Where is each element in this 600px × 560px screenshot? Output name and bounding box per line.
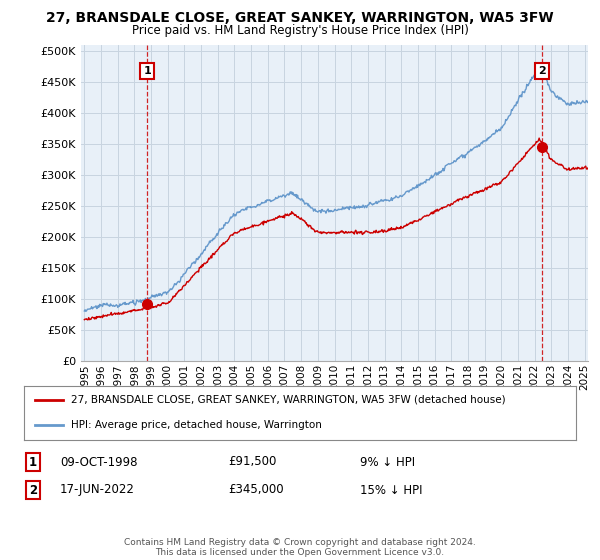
Text: Price paid vs. HM Land Registry's House Price Index (HPI): Price paid vs. HM Land Registry's House … xyxy=(131,24,469,36)
Text: Contains HM Land Registry data © Crown copyright and database right 2024.
This d: Contains HM Land Registry data © Crown c… xyxy=(124,538,476,557)
Text: 15% ↓ HPI: 15% ↓ HPI xyxy=(360,483,422,497)
Text: 09-OCT-1998: 09-OCT-1998 xyxy=(60,455,137,469)
Text: 9% ↓ HPI: 9% ↓ HPI xyxy=(360,455,415,469)
Text: 1: 1 xyxy=(143,66,151,76)
Text: 2: 2 xyxy=(538,66,546,76)
Text: HPI: Average price, detached house, Warrington: HPI: Average price, detached house, Warr… xyxy=(71,419,322,430)
Text: 17-JUN-2022: 17-JUN-2022 xyxy=(60,483,135,497)
Text: £91,500: £91,500 xyxy=(228,455,277,469)
Text: 1: 1 xyxy=(29,455,37,469)
Text: 27, BRANSDALE CLOSE, GREAT SANKEY, WARRINGTON, WA5 3FW (detached house): 27, BRANSDALE CLOSE, GREAT SANKEY, WARRI… xyxy=(71,395,506,405)
Text: 2: 2 xyxy=(29,483,37,497)
Text: £345,000: £345,000 xyxy=(228,483,284,497)
Text: 27, BRANSDALE CLOSE, GREAT SANKEY, WARRINGTON, WA5 3FW: 27, BRANSDALE CLOSE, GREAT SANKEY, WARRI… xyxy=(46,11,554,25)
